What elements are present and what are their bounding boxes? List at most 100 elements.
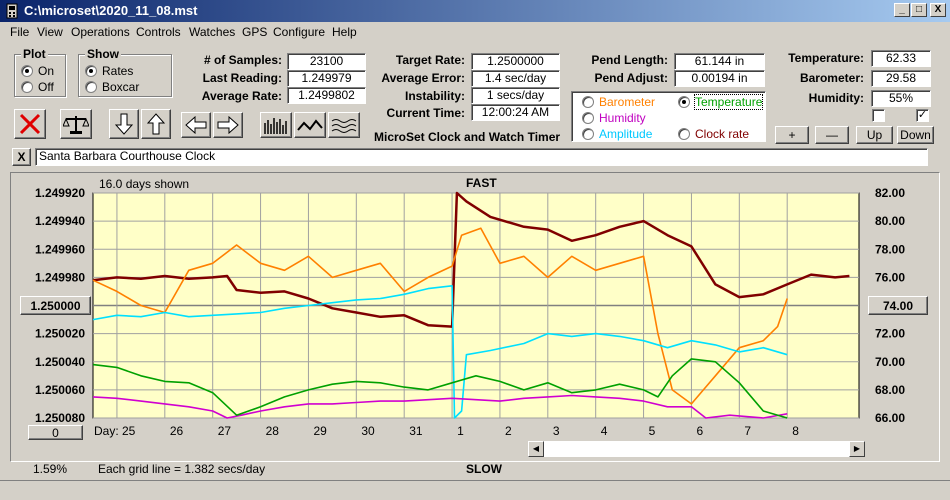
menu-watches[interactable]: Watches — [189, 25, 236, 39]
close-button[interactable]: X — [930, 3, 946, 17]
option-checkbox-1[interactable] — [872, 109, 885, 122]
menu-gps[interactable]: GPS — [242, 25, 268, 39]
line-view-button[interactable] — [294, 112, 326, 138]
left-tick-label: 1.250040 — [35, 355, 85, 369]
series-clock-rate[interactable]: Clock rate — [678, 127, 749, 141]
scroll-thumb[interactable] — [544, 441, 849, 457]
bottom-left-button[interactable]: 0 — [28, 425, 83, 440]
app-icon — [6, 3, 18, 19]
left-tick-label: 1.249980 — [35, 270, 85, 284]
average-error-label: Average Error: — [381, 71, 465, 85]
plot-group: Plot On Off — [14, 47, 66, 97]
x-tick-label: 28 — [266, 424, 280, 438]
chart-series — [92, 191, 850, 419]
day-label: Day: — [94, 424, 119, 438]
x-tick-label: 29 — [313, 424, 327, 438]
multi-wave-button[interactable] — [328, 112, 360, 138]
arrow-left-icon — [185, 116, 207, 134]
series-temperature[interactable]: Temperature — [678, 94, 764, 110]
x-tick-label: 1 — [457, 424, 464, 438]
pend-adjust-label: Pend Adjust: — [594, 71, 668, 85]
show-rates-label: Rates — [102, 64, 134, 78]
left-value-button[interactable]: 1.250000 — [20, 296, 91, 315]
humidity-value: 55% — [871, 90, 931, 107]
percent-label: 1.59% — [33, 462, 68, 476]
title-bar: C:\microset\2020_11_08.mst _ □ X — [0, 0, 950, 22]
series-barometer-label: Barometer — [599, 95, 656, 109]
pend-length-value: 61.144 in — [674, 53, 765, 70]
x-axis: 25 26 27 28 29 30 31 1 2 3 4 5 6 7 8 — [122, 424, 799, 438]
plot-off-radio[interactable]: Off — [21, 79, 54, 95]
scroll-right-arrow[interactable]: ▶ — [849, 441, 865, 457]
menu-view[interactable]: View — [37, 25, 63, 39]
left-tick-label: 1.250020 — [35, 327, 85, 341]
series-humidity-label: Humidity — [599, 111, 646, 125]
menu-help[interactable]: Help — [332, 25, 357, 39]
menu-file[interactable]: File — [10, 25, 30, 39]
option-checkbox-2[interactable]: ✓ — [916, 109, 929, 122]
arrow-up-button[interactable] — [141, 109, 171, 139]
maximize-button[interactable]: □ — [911, 3, 927, 17]
show-group: Show Rates Boxcar — [78, 47, 172, 97]
series-amplitude[interactable]: Amplitude — [582, 127, 652, 141]
plus-button[interactable]: + — [775, 126, 809, 144]
show-rates-radio[interactable]: Rates — [85, 63, 133, 79]
temperature-label: Temperature: — [788, 51, 864, 65]
target-rate-value: 1.2500000 — [471, 53, 560, 70]
right-tick-label: 70.00 — [875, 355, 905, 369]
app-title: MicroSet Clock and Watch Timer — [374, 130, 561, 144]
clear-button[interactable] — [14, 109, 46, 139]
radio-off-icon — [582, 112, 594, 124]
x-tick-label: 4 — [601, 424, 608, 438]
balance-button[interactable] — [60, 109, 92, 139]
down-button[interactable]: Down — [897, 126, 934, 144]
average-rate-value: 1.2499802 — [287, 87, 366, 104]
scroll-left-arrow[interactable]: ◀ — [528, 441, 544, 457]
pend-adjust-value: 0.00194 in — [674, 70, 765, 87]
right-tick-label: 80.00 — [875, 214, 905, 228]
instability-label: Instability: — [404, 89, 465, 103]
plot-area: 1.249920 1.249940 1.249960 1.249980 1.250000… — [10, 172, 940, 462]
left-tick-label: 1.249920 — [35, 186, 85, 200]
menu-operations[interactable]: Operations — [71, 25, 130, 39]
minus-button[interactable]: — — [815, 126, 849, 144]
arrow-right-button[interactable] — [213, 112, 243, 138]
radio-on-icon — [21, 65, 33, 77]
radio-on-icon — [85, 65, 97, 77]
right-value-button[interactable]: 74.00 — [868, 296, 928, 315]
clock-close-button[interactable]: X — [12, 148, 31, 166]
x-tick-label: 8 — [792, 424, 799, 438]
days-shown-label: 16.0 days shown — [99, 177, 190, 191]
show-boxcar-radio[interactable]: Boxcar — [85, 79, 139, 95]
bar-view-button[interactable] — [260, 112, 292, 138]
x-tick-label: 7 — [744, 424, 751, 438]
series-clock-rate-label: Clock rate — [695, 127, 750, 141]
left-tick-label: 1.250060 — [35, 383, 85, 397]
radio-off-icon — [85, 81, 97, 93]
plot-on-radio[interactable]: On — [21, 63, 54, 79]
barometer-value: 29.58 — [871, 70, 931, 87]
x-tick-label: 3 — [553, 424, 560, 438]
menu-controls[interactable]: Controls — [136, 25, 181, 39]
clock-name-field[interactable]: Santa Barbara Courthouse Clock — [35, 148, 928, 166]
x-tick-label: 6 — [696, 424, 703, 438]
x-tick-label: 5 — [649, 424, 656, 438]
up-button[interactable]: Up — [856, 126, 893, 144]
radio-off-icon — [582, 128, 594, 140]
multi-wave-icon — [331, 119, 357, 133]
show-boxcar-label: Boxcar — [102, 80, 140, 94]
arrow-left-button[interactable] — [181, 112, 211, 138]
minimize-button[interactable]: _ — [894, 3, 910, 17]
radio-on-icon — [678, 96, 690, 108]
horizontal-scrollbar[interactable]: ◀ ▶ — [528, 441, 865, 457]
x-tick-label: 25 — [122, 424, 136, 438]
slow-label: SLOW — [466, 462, 502, 476]
series-humidity[interactable]: Humidity — [582, 111, 646, 125]
plot-group-title: Plot — [21, 47, 48, 61]
arrow-down-button[interactable] — [109, 109, 139, 139]
fast-label: FAST — [466, 176, 497, 190]
x-tick-label: 30 — [361, 424, 375, 438]
menu-configure[interactable]: Configure — [273, 25, 326, 39]
series-barometer[interactable]: Barometer — [582, 95, 655, 109]
radio-off-icon — [678, 128, 690, 140]
